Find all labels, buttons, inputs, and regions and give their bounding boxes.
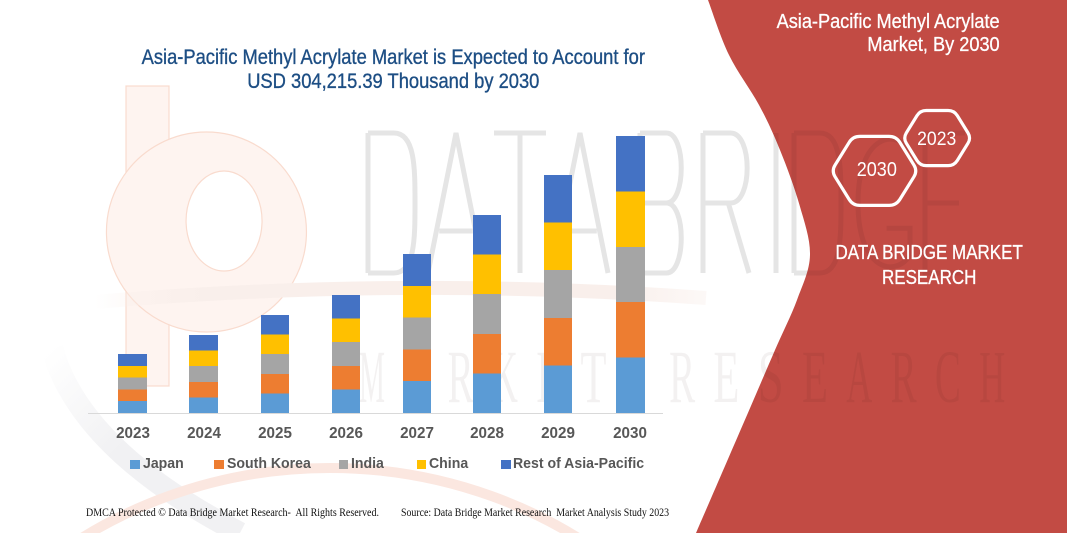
svg-text:R: R [448,336,474,419]
svg-text:R: R [669,336,695,419]
svg-text:R: R [891,336,917,419]
svg-text:A: A [846,336,872,419]
svg-text:E: E [713,336,739,419]
svg-text:H: H [979,336,1005,419]
svg-text:C: C [935,336,961,419]
svg-text:M: M [359,336,385,419]
svg-text:T: T [581,336,607,419]
svg-text:E: E [802,336,828,419]
